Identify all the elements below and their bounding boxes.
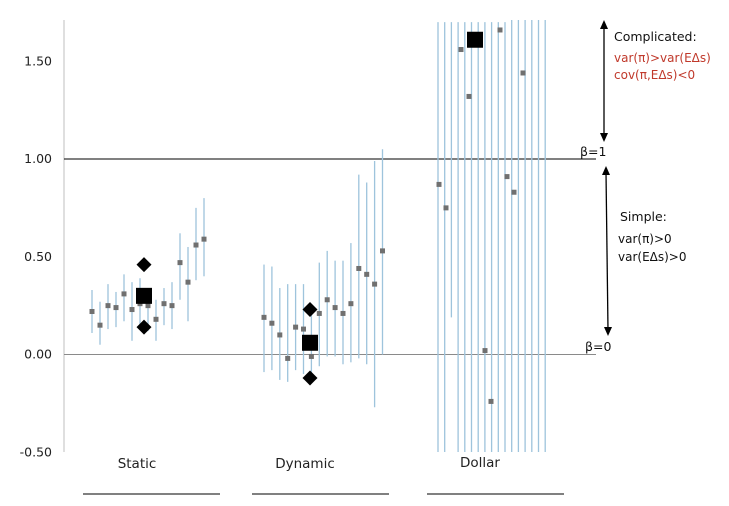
point-static xyxy=(129,307,135,313)
point-dynamic xyxy=(269,320,275,326)
band-upper-diamond-dynamic xyxy=(302,302,318,318)
point-dynamic xyxy=(316,310,322,316)
y-tick-label: 0.00 xyxy=(24,347,52,362)
point-static xyxy=(185,279,191,285)
point-dollar xyxy=(466,93,472,99)
band-upper-diamond-static xyxy=(136,257,152,273)
simple-title: Simple: xyxy=(620,209,667,224)
point-static xyxy=(113,305,119,311)
complicated-line-2: cov(π,EΔs)<0 xyxy=(614,68,695,82)
point-static xyxy=(145,303,151,309)
point-static xyxy=(161,301,167,307)
point-dollar xyxy=(504,174,510,180)
point-static xyxy=(193,242,199,248)
point-dynamic xyxy=(380,248,385,254)
point-dynamic xyxy=(308,353,314,359)
point-dynamic xyxy=(356,265,362,271)
point-dynamic xyxy=(324,297,330,303)
simple-arrow xyxy=(602,166,612,336)
y-tick-label: -0.50 xyxy=(20,444,52,459)
band-lower-diamond-dynamic xyxy=(302,370,318,386)
point-dollar xyxy=(482,348,488,354)
mean-marker-static xyxy=(136,287,152,304)
point-dynamic xyxy=(277,332,283,338)
point-dollar xyxy=(458,47,464,53)
point-static xyxy=(169,303,175,309)
point-dollar xyxy=(511,189,517,195)
point-static xyxy=(177,260,183,266)
group-label-static: Static xyxy=(118,456,157,472)
point-dynamic xyxy=(372,281,378,287)
point-dynamic xyxy=(348,301,354,307)
point-static xyxy=(97,322,103,328)
point-dynamic xyxy=(364,271,370,277)
simple-line-2: var(EΔs)>0 xyxy=(618,250,686,264)
point-dollar xyxy=(443,205,449,211)
y-tick-label: 1.00 xyxy=(24,151,52,166)
point-dynamic xyxy=(340,310,346,316)
beta-zero-label: β=0 xyxy=(585,339,611,354)
point-static xyxy=(89,308,95,314)
group-label-dynamic: Dynamic xyxy=(275,456,335,472)
point-static xyxy=(121,291,127,297)
y-tick-label: 0.50 xyxy=(24,249,52,264)
beta-one-label: β=1 xyxy=(580,144,606,159)
complicated-arrow xyxy=(600,20,608,142)
mean-marker-dynamic xyxy=(302,334,318,351)
complicated-title: Complicated: xyxy=(614,29,697,44)
y-tick-label: 1.50 xyxy=(24,53,52,68)
point-dollar xyxy=(497,27,503,33)
point-static xyxy=(153,316,159,322)
group-label-dollar: Dollar xyxy=(460,455,500,471)
complicated-line-1: var(π)>var(EΔs) xyxy=(614,51,711,65)
point-dollar xyxy=(520,70,526,76)
simple-line-1: var(π)>0 xyxy=(618,232,672,246)
point-dynamic xyxy=(285,355,291,361)
point-dynamic xyxy=(261,314,267,320)
point-dollar xyxy=(436,181,442,187)
mean-marker-dollar xyxy=(467,31,483,48)
point-dynamic xyxy=(332,305,338,311)
point-static xyxy=(105,303,111,309)
point-static xyxy=(201,236,207,242)
point-dynamic xyxy=(293,324,299,330)
point-dollar xyxy=(488,398,494,404)
band-lower-diamond-static xyxy=(136,319,152,335)
point-dynamic xyxy=(301,326,306,332)
